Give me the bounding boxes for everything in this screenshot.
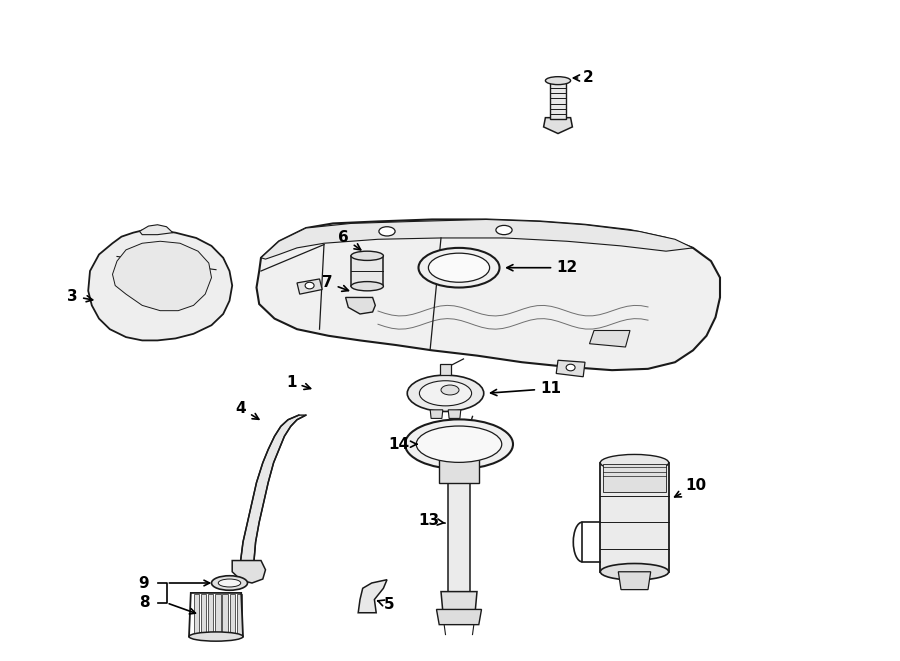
Polygon shape <box>140 225 173 235</box>
Polygon shape <box>112 241 212 311</box>
Polygon shape <box>590 330 630 347</box>
Text: 2: 2 <box>573 71 594 85</box>
Text: 3: 3 <box>68 289 93 303</box>
Ellipse shape <box>600 455 669 471</box>
Text: 6: 6 <box>338 231 361 250</box>
Text: 12: 12 <box>507 260 578 275</box>
Polygon shape <box>297 279 322 294</box>
Polygon shape <box>600 463 669 572</box>
Text: 14: 14 <box>389 437 417 451</box>
Ellipse shape <box>351 282 383 291</box>
Polygon shape <box>230 594 235 636</box>
Ellipse shape <box>379 227 395 236</box>
Ellipse shape <box>496 225 512 235</box>
Ellipse shape <box>416 426 502 463</box>
Text: 11: 11 <box>491 381 561 396</box>
Polygon shape <box>237 594 242 636</box>
Polygon shape <box>346 297 375 314</box>
Polygon shape <box>603 464 666 492</box>
Polygon shape <box>440 364 451 375</box>
Ellipse shape <box>405 420 513 469</box>
Ellipse shape <box>545 77 571 85</box>
Text: 9: 9 <box>139 576 149 590</box>
Ellipse shape <box>305 282 314 289</box>
Ellipse shape <box>419 381 472 406</box>
Polygon shape <box>448 410 461 418</box>
Ellipse shape <box>428 253 490 282</box>
Ellipse shape <box>566 364 575 371</box>
Polygon shape <box>222 594 228 636</box>
Polygon shape <box>215 594 220 636</box>
Ellipse shape <box>189 632 243 641</box>
Text: 7: 7 <box>322 276 348 292</box>
Polygon shape <box>544 118 572 134</box>
Text: 8: 8 <box>139 596 149 610</box>
Ellipse shape <box>441 385 459 395</box>
Polygon shape <box>240 415 306 563</box>
Polygon shape <box>618 572 651 590</box>
Polygon shape <box>436 609 482 625</box>
Ellipse shape <box>212 576 248 590</box>
Polygon shape <box>201 594 206 636</box>
Polygon shape <box>208 594 213 636</box>
Text: 13: 13 <box>418 514 446 528</box>
Polygon shape <box>430 410 443 418</box>
Ellipse shape <box>407 375 484 411</box>
Polygon shape <box>88 230 232 340</box>
Text: 10: 10 <box>675 479 706 497</box>
Text: 1: 1 <box>286 375 310 389</box>
Polygon shape <box>194 594 199 636</box>
Text: 4: 4 <box>236 401 259 419</box>
Ellipse shape <box>418 248 500 288</box>
Polygon shape <box>256 219 720 370</box>
Polygon shape <box>261 219 693 259</box>
Ellipse shape <box>218 579 241 587</box>
Polygon shape <box>556 360 585 377</box>
Text: 5: 5 <box>378 598 394 612</box>
Ellipse shape <box>600 563 669 580</box>
Polygon shape <box>358 580 387 613</box>
Polygon shape <box>351 256 383 286</box>
Polygon shape <box>439 459 479 483</box>
Polygon shape <box>550 79 566 119</box>
Ellipse shape <box>351 251 383 260</box>
Polygon shape <box>232 561 266 583</box>
Polygon shape <box>441 592 477 611</box>
Polygon shape <box>448 479 470 595</box>
